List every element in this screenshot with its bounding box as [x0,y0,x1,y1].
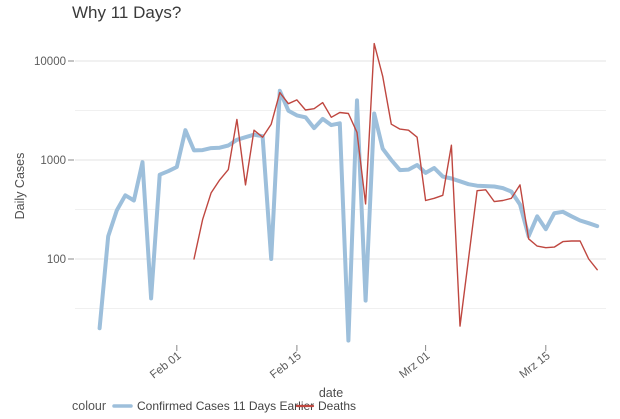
chart-title: Why 11 Days? [72,3,181,22]
legend-label-deaths: Deaths [318,399,356,413]
plot-panel [75,40,606,345]
x-tick-label: Feb 01 [148,350,184,382]
legend-title: colour [72,399,106,413]
y-tick-label: 10000 [34,56,66,68]
y-tick-label: 1000 [40,155,66,167]
legend: colour Confirmed Cases 11 Days Earlier D… [72,399,356,413]
series-lines [97,42,600,343]
x-tick-label: Mrz 01 [397,350,432,381]
series-line-deaths [193,42,598,327]
x-tick-label: Mrz 15 [518,350,553,381]
legend-label-confirmed: Confirmed Cases 11 Days Earlier [137,399,314,413]
x-axis-title: date [319,386,343,400]
series-line-confirmed-cases [97,88,600,343]
y-tick-label: 100 [47,254,66,266]
y-axis-title: Daily Cases [13,153,27,220]
x-tick-label: Feb 15 [268,350,304,382]
